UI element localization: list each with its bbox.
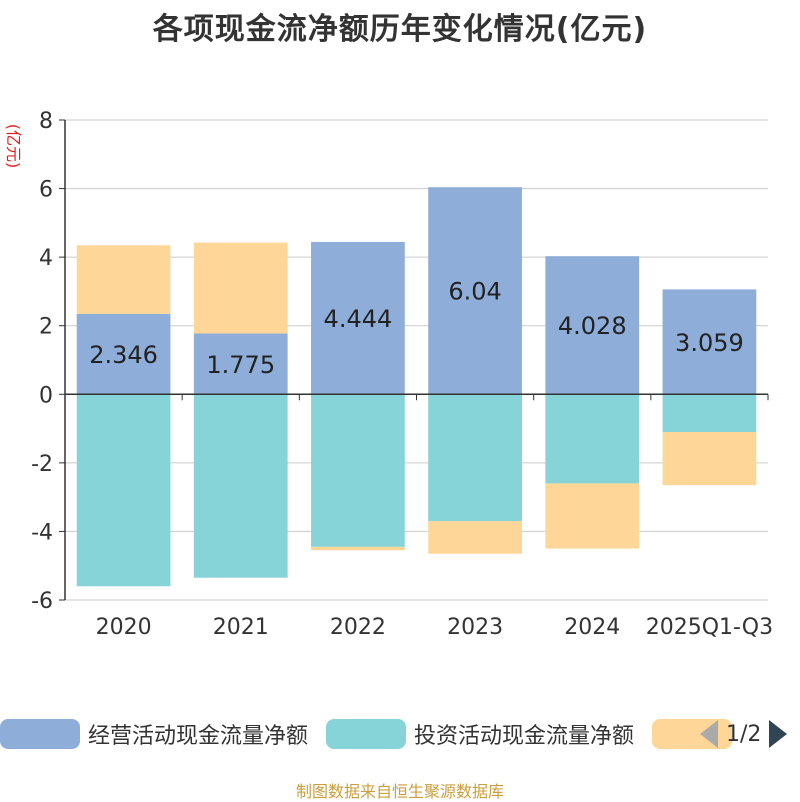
bar-s2-2025Q1-Q3 <box>662 432 757 486</box>
bar-s0-2022 <box>311 241 405 395</box>
chart-title: 各项现金流净额历年变化情况(亿元) <box>152 12 648 47</box>
legend-pager: 1/2 <box>700 716 788 752</box>
y-tick-label: 6 <box>39 178 53 203</box>
data-label-2022: 4.444 <box>324 305 393 333</box>
x-tick-label-2022: 2022 <box>330 615 386 640</box>
bar-s1-2022 <box>311 394 405 547</box>
legend-item-investing[interactable]: 投资活动现金流量净额 <box>326 718 634 750</box>
bar-s0-2023 <box>428 187 522 395</box>
bar-s2-2020 <box>76 245 171 314</box>
y-tick-label: 2 <box>39 315 53 340</box>
y-tick-label: -4 <box>31 520 53 545</box>
y-axis-label: (亿元) <box>4 124 23 169</box>
source-note: 制图数据来自恒生聚源数据库 <box>295 782 504 801</box>
y-tick-label: 8 <box>39 109 53 134</box>
legend-item-financing[interactable] <box>652 719 740 749</box>
y-tick-label: 0 <box>39 383 53 408</box>
legend-prev-icon[interactable] <box>700 720 718 748</box>
bar-s0-2024 <box>545 256 640 395</box>
bar-s0-2025Q1-Q3 <box>662 289 757 395</box>
bar-s0-2020 <box>76 313 171 395</box>
x-tick-label-2021: 2021 <box>213 615 269 640</box>
legend-swatch-investing <box>326 719 407 749</box>
data-label-2020: 2.346 <box>89 341 158 369</box>
legend: 经营活动现金流量净额 投资活动现金流量净额 <box>0 716 758 752</box>
bar-layer <box>76 187 757 587</box>
legend-page-label: 1/2 <box>726 721 762 747</box>
legend-swatch-financing <box>652 719 733 749</box>
x-tick-label-2024: 2024 <box>564 615 620 640</box>
legend-label-operating: 经营活动现金流量净额 <box>88 724 309 749</box>
bar-s0-2021 <box>193 333 288 395</box>
y-tick-label: -2 <box>31 452 53 477</box>
bar-s2-2022 <box>311 546 405 551</box>
grid-layer <box>65 119 768 601</box>
y-tick-label: -6 <box>31 589 53 614</box>
bar-s2-2023 <box>428 521 522 554</box>
y-tick-label: 4 <box>39 246 53 271</box>
label-layer: 2.346 1.775 4.444 6.04 4.028 3.059 <box>89 278 744 379</box>
legend-item-operating[interactable]: 经营活动现金流量净额 <box>0 718 308 750</box>
legend-label-investing: 投资活动现金流量净额 <box>414 724 635 749</box>
bar-s2-2024 <box>545 483 640 549</box>
x-tick-label-2025Q1-Q3: 2025Q1-Q3 <box>646 615 773 640</box>
bar-s1-2025Q1-Q3 <box>662 394 757 432</box>
data-label-2024: 4.028 <box>558 312 627 340</box>
bar-s1-2021 <box>193 394 288 578</box>
legend-next-icon[interactable] <box>769 720 788 748</box>
legend-swatch-operating <box>0 719 80 749</box>
bar-s1-2024 <box>545 394 640 484</box>
data-label-2021: 1.775 <box>206 351 275 379</box>
x-tick-label-2023: 2023 <box>447 615 503 640</box>
data-label-2025Q1-Q3: 3.059 <box>675 329 744 357</box>
bar-s1-2023 <box>428 394 522 522</box>
x-tick-label-2020: 2020 <box>96 615 152 640</box>
bar-s1-2020 <box>76 394 171 587</box>
bar-s2-2021 <box>193 242 288 334</box>
axis-layer: -6 -4 -2 0 2 4 6 8 (亿元) 2020 2021 2022 2023 2024 2025Q… <box>4 109 773 640</box>
data-label-2023: 6.04 <box>448 278 501 306</box>
